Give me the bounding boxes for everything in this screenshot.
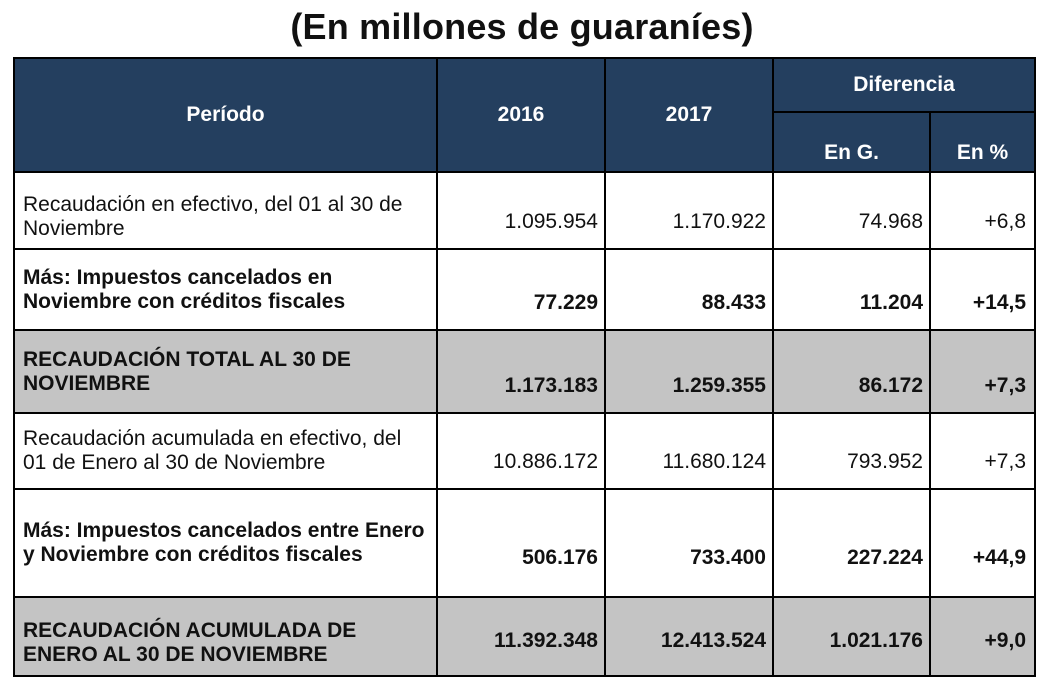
page-title: (En millones de guaraníes) xyxy=(290,6,754,47)
header-en-g: En G. xyxy=(772,111,931,173)
value-2017: 88.433 xyxy=(604,248,774,331)
header-en-pct: En % xyxy=(928,111,1037,173)
value-2017: 1.259.355 xyxy=(604,329,774,414)
table-row: Más: Impuestos cancelados en Noviembre c… xyxy=(13,248,1037,331)
row-label: Recaudación en efectivo, del 01 al 30 de… xyxy=(13,171,438,250)
header-2016: 2016 xyxy=(436,57,606,173)
header-diferencia: Diferencia xyxy=(771,57,1037,113)
table-row: Más: Impuestos cancelados entre Enero y … xyxy=(13,488,1037,598)
value-2017: 11.680.124 xyxy=(604,412,774,490)
difference-g: 86.172 xyxy=(772,329,931,414)
difference-g: 1.021.176 xyxy=(772,596,931,677)
value-2016: 506.176 xyxy=(436,488,606,598)
table-row: Recaudación acumulada en efectivo, del 0… xyxy=(13,412,1037,490)
revenue-table: Período 2016 2017 Diferencia En G. En % … xyxy=(13,57,1037,677)
difference-g: 793.952 xyxy=(772,412,931,490)
difference-pct: +44,9 xyxy=(928,488,1037,598)
row-label: Más: Impuestos cancelados entre Enero y … xyxy=(13,488,438,598)
value-2016: 1.095.954 xyxy=(436,171,606,250)
value-2016: 10.886.172 xyxy=(436,412,606,490)
row-label: Recaudación acumulada en efectivo, del 0… xyxy=(13,412,438,490)
header-periodo: Período xyxy=(13,57,438,173)
value-2017: 12.413.524 xyxy=(604,596,774,677)
row-label: RECAUDACIÓN ACUMULADA DE ENERO AL 30 DE … xyxy=(13,596,438,677)
value-2016: 77.229 xyxy=(436,248,606,331)
value-2016: 11.392.348 xyxy=(436,596,606,677)
header-2017: 2017 xyxy=(604,57,774,173)
value-2017: 1.170.922 xyxy=(604,171,774,250)
difference-g: 74.968 xyxy=(772,171,931,250)
difference-pct: +7,3 xyxy=(928,412,1037,490)
row-label: RECAUDACIÓN TOTAL AL 30 DE NOVIEMBRE xyxy=(13,329,438,414)
table-row: Recaudación en efectivo, del 01 al 30 de… xyxy=(13,171,1037,250)
difference-pct: +7,3 xyxy=(928,329,1037,414)
table-row: RECAUDACIÓN ACUMULADA DE ENERO AL 30 DE … xyxy=(13,596,1037,677)
difference-g: 11.204 xyxy=(772,248,931,331)
value-2016: 1.173.183 xyxy=(436,329,606,414)
table-row: RECAUDACIÓN TOTAL AL 30 DE NOVIEMBRE 1.1… xyxy=(13,329,1037,414)
difference-pct: +6,8 xyxy=(928,171,1037,250)
value-2017: 733.400 xyxy=(604,488,774,598)
difference-pct: +14,5 xyxy=(928,248,1037,331)
row-label: Más: Impuestos cancelados en Noviembre c… xyxy=(13,248,438,331)
difference-g: 227.224 xyxy=(772,488,931,598)
difference-pct: +9,0 xyxy=(928,596,1037,677)
